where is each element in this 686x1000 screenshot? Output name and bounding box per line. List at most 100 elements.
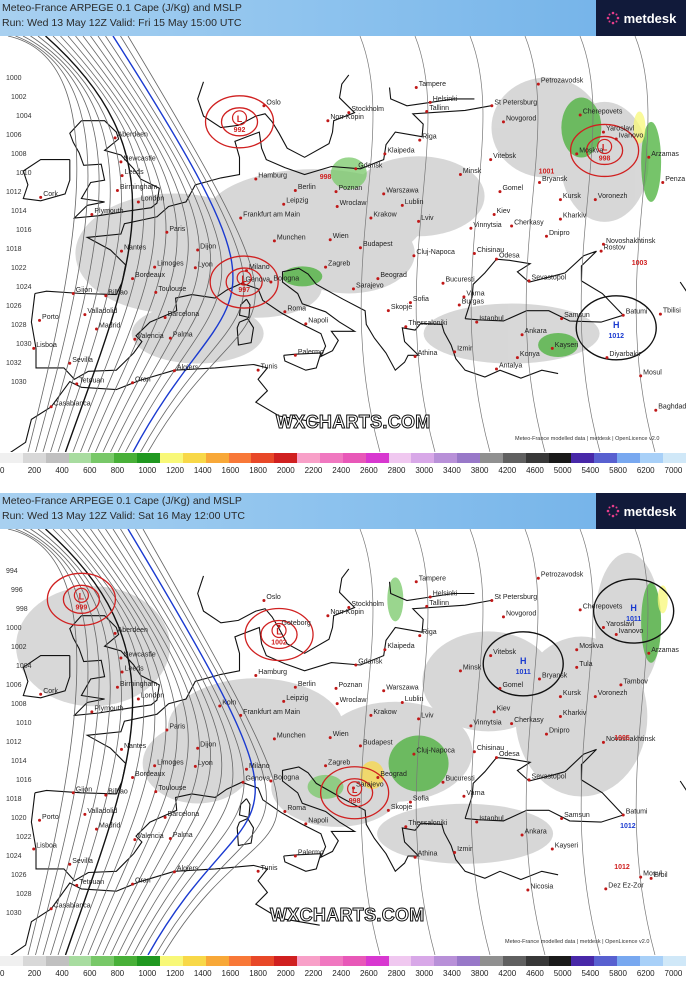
city-dot <box>347 111 351 115</box>
city-dot <box>414 580 418 584</box>
chart-header: Meteo-France ARPEGE 0.1 Cape (J/Kg) and … <box>0 493 686 529</box>
city-label: Dnipro <box>549 230 570 237</box>
panel-divider <box>0 485 686 493</box>
city-label: Arzamas <box>651 151 679 158</box>
low-pressure-center: L 998 <box>347 781 363 805</box>
colorbar-segment <box>457 956 481 966</box>
city-label: Stockholm <box>351 601 384 608</box>
pressure-symbol: L <box>276 627 282 637</box>
city-dot <box>601 242 605 246</box>
city-dot <box>578 608 582 612</box>
isobar-label: 1010 <box>16 720 32 727</box>
city-label: London <box>141 195 164 202</box>
colorbar-label: 2200 <box>304 466 323 475</box>
city-label: Hamburg <box>258 669 287 676</box>
colorbar-label: 2200 <box>304 969 323 978</box>
city-dot <box>104 793 108 797</box>
pressure-symbol: L <box>241 274 247 284</box>
colorbar-segment <box>45 956 69 966</box>
city-dot <box>119 656 123 660</box>
city-label: Cluj-Napoca <box>416 249 455 256</box>
city-label: Oran <box>135 376 151 383</box>
city-label: Bryansk <box>542 673 568 680</box>
city-dot <box>165 728 169 732</box>
city-label: Novgorod <box>506 115 536 122</box>
city-dot <box>515 356 519 360</box>
city-dot <box>501 615 505 619</box>
pressure-symbol: H <box>613 320 620 330</box>
city-dot <box>351 786 355 790</box>
city-label: Gijon <box>76 786 92 793</box>
colorbar-segment <box>502 453 526 463</box>
city-label: Sarajevo <box>356 282 384 289</box>
colorbar-label: 2800 <box>387 969 406 978</box>
city-label: Cork <box>43 191 58 198</box>
colorbar-label: 200 <box>27 466 42 475</box>
map-area: 1000 1002 1004 1006 1008 1010 1012 1014 1016 1018… <box>0 0 686 452</box>
cape-colorbar-labels: 0 200 400 600 800 1000 1200 1400 1600 1800 2000 220… <box>0 969 686 983</box>
city-dot <box>537 677 541 681</box>
city-dot <box>526 888 530 892</box>
city-label: Mosul <box>643 369 662 376</box>
city-dot <box>412 254 416 258</box>
colorbar-label: 1400 <box>193 466 212 475</box>
city-dot <box>75 382 79 386</box>
city-dot <box>196 248 200 252</box>
city-label: Izmir <box>457 345 473 352</box>
high-pressure-center: H 1011 <box>516 656 531 676</box>
city-dot <box>383 648 387 652</box>
city-dot <box>619 683 623 687</box>
city-label: Krakow <box>373 211 397 218</box>
city-label: Ankara <box>525 328 547 335</box>
colorbar-segment <box>342 453 366 463</box>
colorbar-segment <box>548 453 572 463</box>
city-dot <box>605 356 609 360</box>
city-dot <box>604 887 608 891</box>
city-label: Palma <box>173 832 193 839</box>
city-label: Novoshakhtinsk <box>606 238 656 245</box>
pressure-symbol: L <box>237 114 243 124</box>
city-label: Valencia <box>137 833 163 840</box>
isobar-label: 1000 <box>6 625 22 632</box>
city-dot <box>441 281 445 285</box>
coastlines <box>10 568 686 955</box>
city-dot <box>558 695 562 699</box>
city-label: Nicosia <box>530 884 553 891</box>
city-label: Chisinau <box>477 247 504 254</box>
city-dot <box>458 669 462 673</box>
city-label: Casablanca <box>54 902 91 909</box>
city-label: Bordeaux <box>135 272 165 279</box>
city-dot <box>475 820 479 824</box>
city-dot <box>104 294 108 298</box>
city-label: Kursk <box>563 690 581 697</box>
city-dot <box>369 713 373 717</box>
city-dot <box>131 776 135 780</box>
pressure-symbol: L <box>602 142 608 152</box>
colorbar-segment <box>114 453 138 463</box>
city-labels: Tampere Petrozavodsk Helsinki St Petersburg… <box>32 78 686 412</box>
colorbar-label: 4200 <box>498 466 517 475</box>
city-label: Riga <box>422 134 437 141</box>
city-dot <box>154 290 158 294</box>
city-label: Vitebsk <box>493 649 516 656</box>
colorbar-label: 0 <box>0 969 5 978</box>
colorbar-label: 3000 <box>415 969 434 978</box>
header-run-valid: Run: Wed 13 May 12Z Valid: Sat 16 May 12… <box>2 510 245 522</box>
city-label: Leipzig <box>286 198 308 205</box>
city-dot <box>560 817 564 821</box>
city-dot <box>324 764 328 768</box>
city-label: Algiers <box>177 865 199 872</box>
city-label: Gijon <box>76 287 92 294</box>
colorbar-segment <box>182 453 206 463</box>
city-dot <box>133 838 137 842</box>
city-label: Bologna <box>273 775 299 782</box>
city-dot <box>593 695 597 699</box>
colorbar-label: 1600 <box>221 969 240 978</box>
pressure-value: 1003 <box>632 260 648 267</box>
colorbar-label: 1800 <box>249 466 267 475</box>
city-label: London <box>141 692 164 699</box>
city-label: Poznan <box>339 682 363 689</box>
city-label: Nantes <box>124 245 147 252</box>
city-label: Norr Kopin <box>330 609 364 616</box>
city-label: Aberdeen <box>118 131 148 138</box>
